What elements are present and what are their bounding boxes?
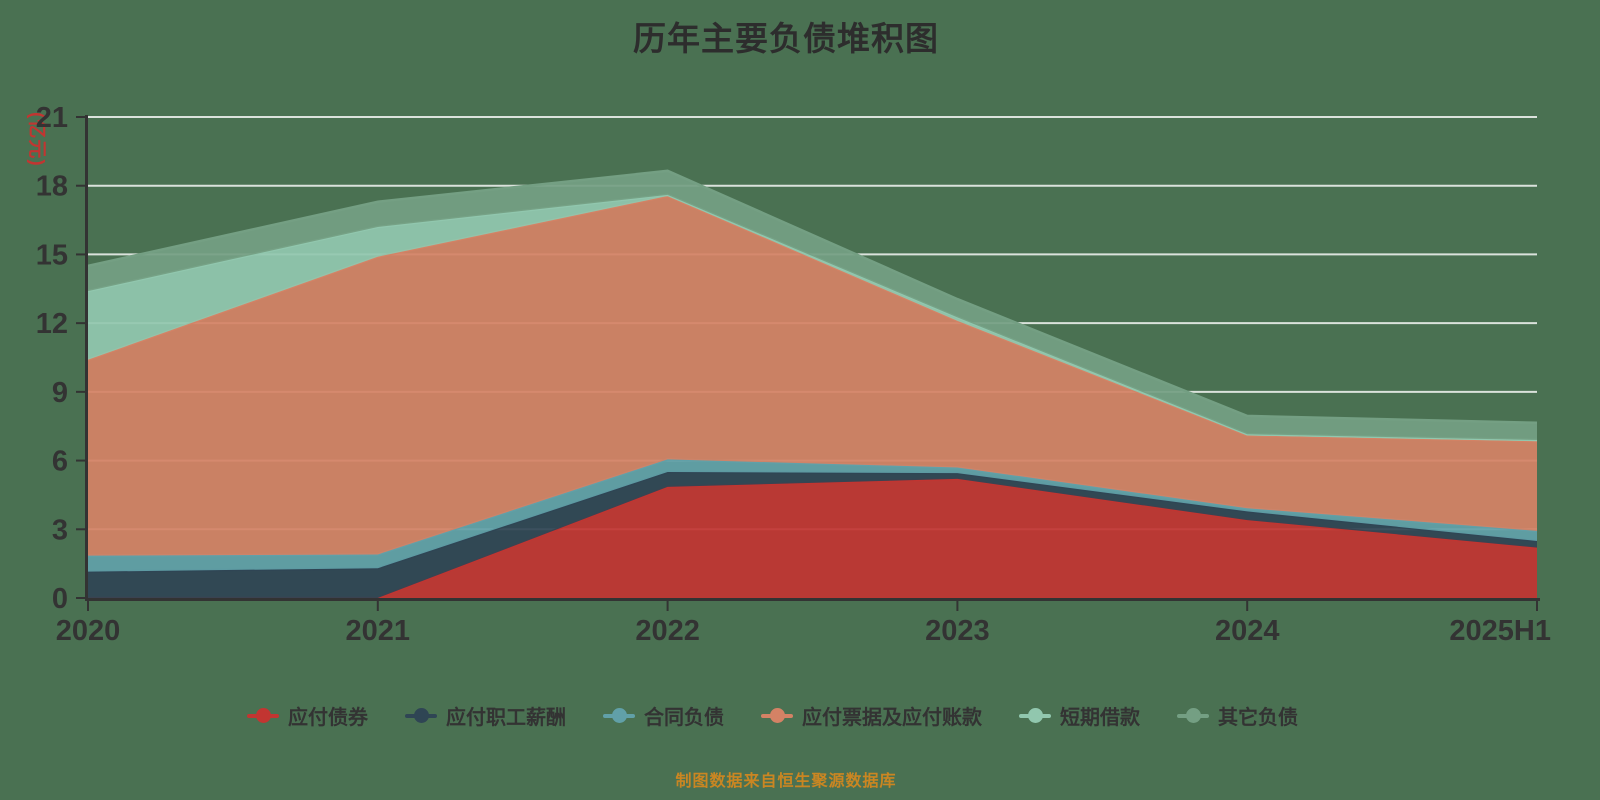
legend-line-dot-icon xyxy=(1177,708,1209,723)
legend-label: 其它负债 xyxy=(1218,707,1298,729)
legend-item-1[interactable]: 应付职工薪酬 xyxy=(405,701,566,730)
area-band-2[interactable] xyxy=(88,459,1537,572)
x-tick-label: 2022 xyxy=(635,615,700,647)
y-tick-label: 0 xyxy=(52,583,68,615)
y-tick-label: 6 xyxy=(52,446,68,478)
axis-labels: 0 3 6 9 12 15 18 21 2020 2021 2022 2023 2024 2025H1 xyxy=(36,102,1551,647)
stacked-area-chart[interactable]: 0 3 6 9 12 15 18 21 2020 2021 2022 2023 2024 2025H1 xyxy=(0,0,1600,665)
series-line-1 xyxy=(87,470,1538,573)
y-tick-label: 12 xyxy=(36,308,68,340)
x-tick-label: 2025H1 xyxy=(1449,615,1551,647)
y-tick-label: 21 xyxy=(36,102,68,134)
legend-line-dot-icon xyxy=(247,708,279,723)
chart-legend: 应付债券 应付职工薪酬 合同负债 应付票据及应付账款 短期借款 其它负债 xyxy=(0,701,1545,730)
area-band-1[interactable] xyxy=(88,472,1537,598)
y-tick-label: 18 xyxy=(36,171,68,203)
y-tick-label: 3 xyxy=(52,514,68,546)
legend-line-dot-icon xyxy=(405,708,437,723)
legend-label: 应付票据及应付账款 xyxy=(802,707,982,729)
x-tick-label: 2023 xyxy=(925,615,990,647)
x-tick-label: 2020 xyxy=(56,615,121,647)
legend-label: 应付债券 xyxy=(288,707,368,729)
legend-line-dot-icon xyxy=(603,708,635,723)
legend-item-5[interactable]: 其它负债 xyxy=(1177,701,1298,730)
legend-label: 应付职工薪酬 xyxy=(446,707,566,729)
legend-label: 合同负债 xyxy=(644,707,724,729)
legend-item-4[interactable]: 短期借款 xyxy=(1019,701,1140,730)
legend-item-0[interactable]: 应付债券 xyxy=(247,701,368,730)
y-tick-label: 9 xyxy=(52,377,68,409)
axes xyxy=(76,115,1540,611)
area-band-3[interactable] xyxy=(88,196,1537,556)
area-series[interactable] xyxy=(87,169,1538,600)
legend-line-dot-icon xyxy=(1019,708,1051,723)
chart-title: 历年主要负债堆积图 xyxy=(633,20,939,57)
legend-label: 短期借款 xyxy=(1060,707,1140,729)
x-tick-label: 2021 xyxy=(346,615,411,647)
legend-item-2[interactable]: 合同负债 xyxy=(603,701,724,730)
series-line-5 xyxy=(87,169,1538,425)
y-tick-label: 15 xyxy=(36,239,68,271)
data-source-note: 制图数据来自恒生聚源数据库 xyxy=(675,773,897,790)
legend-item-3[interactable]: 应付票据及应付账款 xyxy=(761,701,982,730)
area-band-0[interactable] xyxy=(88,478,1537,598)
x-tick-label: 2024 xyxy=(1215,615,1280,647)
legend-line-dot-icon xyxy=(761,708,793,723)
